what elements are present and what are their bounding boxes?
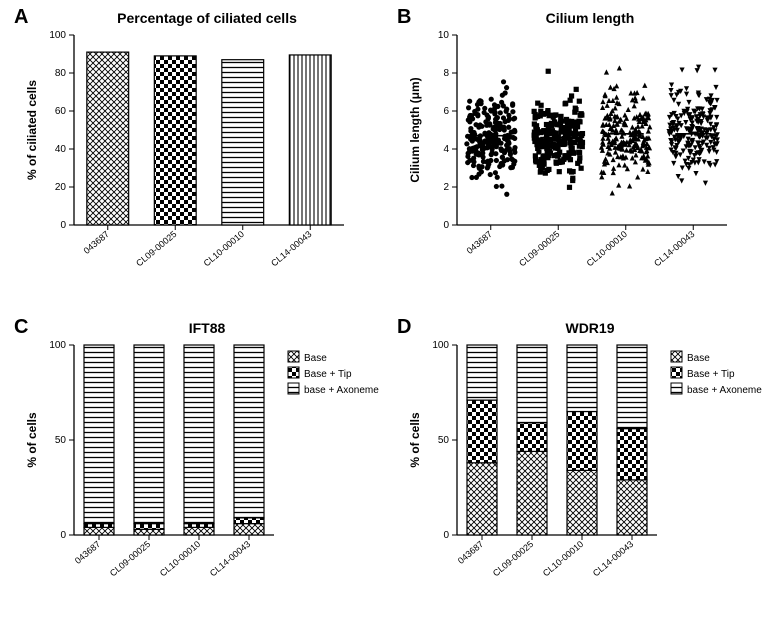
panel-C: CIFT88050100% of cells043687CL09-00025CL…: [14, 316, 379, 578]
svg-text:CL09-00025: CL09-00025: [108, 539, 152, 579]
svg-text:043687: 043687: [82, 229, 111, 256]
stack-seg: [467, 345, 497, 400]
svg-text:CL10-00010: CL10-00010: [158, 539, 202, 579]
scatter-col: [464, 79, 517, 197]
svg-text:043687: 043687: [73, 539, 102, 566]
panel-A: A Percentage of ciliated cells 0 20 40 60 80 10…: [14, 6, 344, 268]
legend-label: Base + Tip: [304, 369, 352, 380]
svg-text:CL09-00025: CL09-00025: [134, 229, 178, 269]
svg-text:8: 8: [443, 68, 449, 79]
svg-text:043687: 043687: [465, 229, 494, 256]
stack-seg: [567, 345, 597, 412]
legend-label: Base: [687, 353, 710, 364]
svg-text:CL14-00043: CL14-00043: [208, 539, 252, 579]
figure-svg: APercentage of ciliated cells02040608010…: [0, 0, 767, 618]
stack-seg: [184, 345, 214, 524]
stack-seg: [184, 527, 214, 535]
svg-text:50: 50: [55, 435, 67, 446]
svg-text:CL10-00010: CL10-00010: [585, 229, 629, 269]
stack-seg: [617, 480, 647, 535]
legend: Base Base + Tip base + Axoneme: [671, 351, 762, 396]
scatter-col: [666, 65, 720, 186]
svg-text:10: 10: [438, 30, 450, 41]
scatter-col: [531, 69, 585, 190]
legend-swatch: [671, 383, 682, 394]
legend-swatch: [288, 383, 299, 394]
stack-seg: [134, 345, 164, 524]
svg-text:% of cells: % of cells: [25, 412, 39, 468]
stack-seg: [234, 524, 264, 535]
svg-text:0: 0: [60, 530, 66, 541]
svg-text:043687: 043687: [456, 539, 485, 566]
stack-seg: [517, 423, 547, 452]
legend-swatch: [671, 351, 682, 362]
stack-seg: [84, 345, 114, 524]
stack-seg: [467, 463, 497, 535]
svg-text:100: 100: [49, 30, 66, 41]
stack-seg: [134, 529, 164, 535]
stack-seg: [517, 451, 547, 535]
panel-D: DWDR19050100% of cells043687CL09-00025CL…: [397, 316, 762, 578]
svg-text:CL14-00043: CL14-00043: [591, 539, 635, 579]
svg-text:50: 50: [438, 435, 450, 446]
svg-text:CL09-00025: CL09-00025: [491, 539, 535, 579]
legend-swatch: [288, 367, 299, 378]
legend-label: Base: [304, 353, 327, 364]
svg-text:CL09-00025: CL09-00025: [517, 229, 561, 269]
bar: [154, 56, 196, 225]
legend-swatch: [671, 367, 682, 378]
svg-text:2: 2: [443, 182, 449, 193]
svg-text:80: 80: [55, 68, 67, 79]
svg-text:% of ciliated cells: % of ciliated cells: [25, 80, 39, 180]
legend: Base Base + Tip base + Axoneme: [288, 351, 379, 396]
panel-title: Percentage of ciliated cells: [117, 10, 297, 26]
legend-swatch: [288, 351, 299, 362]
stack-seg: [234, 518, 264, 524]
panel-B: B Cilium length 0 2 4 6 8 10 Cilium length (μm) 0…: [397, 6, 727, 268]
legend-label: base + Axoneme: [304, 385, 379, 396]
figure-root: APercentage of ciliated cells02040608010…: [0, 0, 767, 618]
svg-text:20: 20: [55, 182, 67, 193]
bar: [222, 60, 264, 225]
svg-text:0: 0: [443, 220, 449, 231]
svg-text:0: 0: [443, 530, 449, 541]
svg-text:6: 6: [443, 106, 449, 117]
legend-label: Base + Tip: [687, 369, 735, 380]
panel-letter: C: [14, 316, 28, 338]
panel-letter: B: [397, 6, 411, 28]
bar: [87, 52, 129, 225]
stack-seg: [617, 345, 647, 429]
stack-seg: [234, 345, 264, 518]
stack-seg: [567, 470, 597, 535]
svg-text:100: 100: [432, 340, 449, 351]
stack-seg: [467, 400, 497, 463]
svg-text:40: 40: [55, 144, 67, 155]
svg-text:CL14-00043: CL14-00043: [652, 229, 696, 269]
svg-text:4: 4: [443, 144, 449, 155]
panel-title: IFT88: [189, 320, 226, 336]
svg-text:Cilium length (μm): Cilium length (μm): [408, 77, 422, 182]
bar: [289, 55, 331, 225]
svg-text:CL10-00010: CL10-00010: [202, 229, 246, 269]
svg-text:0: 0: [60, 220, 66, 231]
stack-seg: [517, 345, 547, 423]
panel-title: WDR19: [565, 320, 614, 336]
stack-seg: [617, 429, 647, 480]
panel-title: Cilium length: [546, 10, 635, 26]
stack-seg: [134, 524, 164, 530]
legend-label: base + Axoneme: [687, 385, 762, 396]
svg-text:CL14-00043: CL14-00043: [269, 229, 313, 269]
svg-text:60: 60: [55, 106, 67, 117]
svg-text:CL10-00010: CL10-00010: [541, 539, 585, 579]
panel-letter: D: [397, 316, 411, 338]
panel-letter: A: [14, 6, 28, 28]
svg-text:100: 100: [49, 340, 66, 351]
stack-seg: [84, 527, 114, 535]
stack-seg: [567, 412, 597, 471]
svg-text:% of cells: % of cells: [408, 412, 422, 468]
scatter-col: [599, 65, 653, 195]
